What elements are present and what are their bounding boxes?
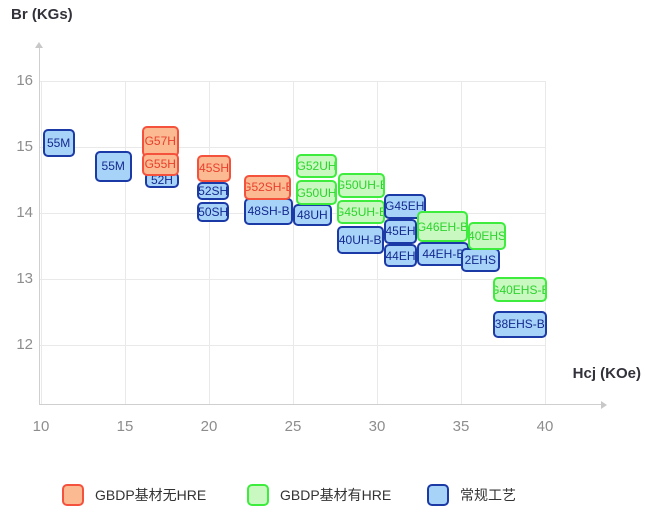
gridline-x-10 (41, 81, 42, 404)
gridline-y-12 (38, 345, 545, 346)
y-tick-label: 14 (16, 204, 33, 221)
x-axis-line (38, 404, 601, 405)
x-tick-label: 40 (536, 418, 554, 435)
legend-label: GBDP基材无HRE (95, 487, 207, 503)
grade-box-44EH-B: 44EH-B (417, 242, 470, 266)
grade-box-2EHS: 2EHS (461, 247, 500, 272)
gridline-x-20 (209, 81, 210, 404)
grade-box-55M: 55M (94, 150, 132, 182)
legend-swatch-blue (427, 484, 449, 506)
grade-box-G50UH: G50UH (296, 180, 337, 206)
y-tick-label: 16 (16, 72, 33, 89)
grade-box-G52UH: G52UH (296, 154, 337, 178)
x-axis-title: Hcj (KOe) (572, 365, 641, 382)
gridline-x-15 (125, 81, 126, 404)
x-tick-label: 35 (452, 418, 470, 435)
y-axis-title: Br (KGs) (11, 6, 73, 23)
grade-box-50SH: 50SH (197, 201, 230, 223)
grade-box-G45EH: G45EH (383, 193, 426, 219)
grade-box-G50UH-B: G50UH-B (338, 172, 386, 198)
grade-box-48UH: 48UH (293, 203, 332, 227)
legend-item-gbdp-hre[interactable]: GBDP基材有HRE (247, 482, 391, 508)
grade-box-55M: 55M (42, 129, 75, 157)
grade-box-45EH: 45EH (383, 218, 418, 245)
x-tick-label: 15 (116, 418, 134, 435)
x-tick-label: 30 (368, 418, 386, 435)
legend-label: 常规工艺 (460, 487, 516, 503)
grade-box-52SH: 52SH (197, 181, 230, 200)
gridline-y-15 (38, 147, 545, 148)
gridline-x-40 (545, 81, 546, 404)
y-tick-label: 13 (16, 270, 33, 287)
grade-box-G52SH-B: G52SH-B (244, 174, 292, 200)
x-axis-arrow-icon (601, 400, 611, 409)
legend: GBDP基材无HRE GBDP基材有HRE 常规工艺 (0, 482, 645, 508)
legend-swatch-green (247, 484, 269, 506)
y-tick-label: 12 (16, 336, 33, 353)
legend-item-conventional[interactable]: 常规工艺 (427, 482, 516, 508)
grade-box-45SH: 45SH (197, 154, 231, 182)
gridline-y-13 (38, 279, 545, 280)
x-tick-label: 25 (284, 418, 302, 435)
y-axis-line (38, 44, 40, 404)
grade-box-G46EH-B: G46EH-B (417, 211, 468, 243)
legend-item-gbdp-no-hre[interactable]: GBDP基材无HRE (62, 482, 206, 508)
grade-box-G45UH-B: G45UH-B (336, 199, 386, 225)
grade-box-G55H: G55H (141, 152, 179, 177)
y-tick-label: 15 (16, 138, 33, 155)
grade-box-40UH-B: 40UH-B (336, 226, 384, 254)
grade-box-48SH-B: 48SH-B (244, 197, 293, 225)
x-tick-label: 20 (200, 418, 218, 435)
legend-swatch-orange (62, 484, 84, 506)
x-tick-label: 10 (32, 418, 50, 435)
grade-box-G40EHS-B: G40EHS-B (492, 277, 547, 303)
y-axis-arrow-icon (35, 38, 44, 48)
grade-box-44EH: 44EH (383, 244, 418, 268)
grade-box-38EHS-B: 38EHS-B (492, 310, 547, 338)
gridline-x-25 (293, 81, 294, 404)
gridline-y-16 (38, 81, 545, 82)
grade-box-40EHS: 40EHS (467, 222, 507, 250)
legend-label: GBDP基材有HRE (280, 487, 392, 503)
